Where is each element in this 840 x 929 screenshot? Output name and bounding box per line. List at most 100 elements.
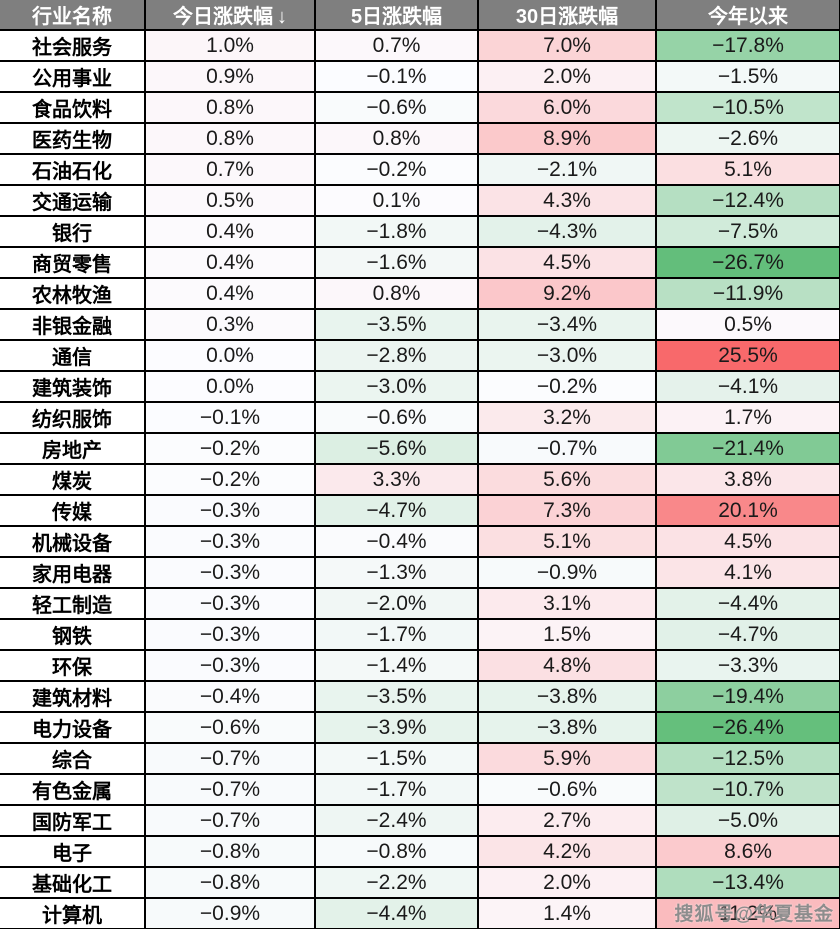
- industry-name-cell: 电子: [0, 835, 146, 868]
- d30-value-cell: 5.1%: [477, 525, 657, 558]
- d30-value-cell: 4.5%: [477, 246, 657, 279]
- d30-value-cell: 5.6%: [477, 463, 657, 496]
- column-header-label: 今日涨跌幅: [173, 6, 273, 28]
- industry-name-cell: 煤炭: [0, 463, 146, 496]
- ytd-value-cell: 4.1%: [655, 556, 840, 589]
- table-row: 医药生物 0.8% 0.8% 8.9% −2.6%: [0, 122, 840, 155]
- industry-name-cell: 轻工制造: [0, 587, 146, 620]
- table-row: 机械设备 −0.3% −0.4% 5.1% 4.5%: [0, 525, 840, 558]
- table-body: 社会服务 1.0% 0.7% 7.0% −17.8% 公用事业 0.9% −0.1% 2.0% −…: [0, 29, 840, 929]
- d5-value-cell: −0.6%: [314, 401, 479, 434]
- column-header-0[interactable]: 行业名称: [0, 0, 146, 31]
- column-header-label: 30日涨跌幅: [515, 6, 619, 28]
- d30-value-cell: −3.4%: [477, 308, 657, 341]
- industry-name-cell: 房地产: [0, 432, 146, 465]
- today-value-cell: 0.4%: [144, 215, 316, 248]
- d5-value-cell: −1.5%: [314, 742, 479, 775]
- d30-value-cell: 4.3%: [477, 184, 657, 217]
- ytd-value-cell: −7.5%: [655, 215, 840, 248]
- d30-value-cell: 1.5%: [477, 618, 657, 651]
- d30-value-cell: −3.8%: [477, 680, 657, 713]
- today-value-cell: −0.6%: [144, 711, 316, 744]
- today-value-cell: −0.1%: [144, 401, 316, 434]
- ytd-value-cell: −21.4%: [655, 432, 840, 465]
- d30-value-cell: −0.6%: [477, 773, 657, 806]
- industry-name-cell: 基础化工: [0, 866, 146, 899]
- d5-value-cell: −3.0%: [314, 370, 479, 403]
- d30-value-cell: 3.2%: [477, 401, 657, 434]
- d5-value-cell: −2.8%: [314, 339, 479, 372]
- table-row: 公用事业 0.9% −0.1% 2.0% −1.5%: [0, 60, 840, 93]
- table-row: 银行 0.4% −1.8% −4.3% −7.5%: [0, 215, 840, 248]
- ytd-value-cell: −17.8%: [655, 29, 840, 62]
- industry-name-cell: 计算机: [0, 897, 146, 929]
- ytd-value-cell: −13.4%: [655, 866, 840, 899]
- d5-value-cell: 0.7%: [314, 29, 479, 62]
- ytd-value-cell: 3.8%: [655, 463, 840, 496]
- d5-value-cell: −1.7%: [314, 773, 479, 806]
- ytd-value-cell: 8.6%: [655, 835, 840, 868]
- d30-value-cell: 9.2%: [477, 277, 657, 310]
- d30-value-cell: 7.3%: [477, 494, 657, 527]
- d30-value-cell: 8.9%: [477, 122, 657, 155]
- table-row: 非银金融 0.3% −3.5% −3.4% 0.5%: [0, 308, 840, 341]
- table-row: 房地产 −0.2% −5.6% −0.7% −21.4%: [0, 432, 840, 465]
- industry-name-cell: 传媒: [0, 494, 146, 527]
- table-row: 通信 0.0% −2.8% −3.0% 25.5%: [0, 339, 840, 372]
- ytd-value-cell: 5.1%: [655, 153, 840, 186]
- industry-name-cell: 钢铁: [0, 618, 146, 651]
- today-value-cell: 0.8%: [144, 122, 316, 155]
- today-value-cell: −0.7%: [144, 804, 316, 837]
- column-header-1[interactable]: 今日涨跌幅 ↓: [144, 0, 316, 31]
- table-row: 家用电器 −0.3% −1.3% −0.9% 4.1%: [0, 556, 840, 589]
- today-value-cell: 0.7%: [144, 153, 316, 186]
- table-row: 钢铁 −0.3% −1.7% 1.5% −4.7%: [0, 618, 840, 651]
- ytd-value-cell: −4.1%: [655, 370, 840, 403]
- table-row: 国防军工 −0.7% −2.4% 2.7% −5.0%: [0, 804, 840, 837]
- d30-value-cell: 2.0%: [477, 866, 657, 899]
- today-value-cell: 0.5%: [144, 184, 316, 217]
- d5-value-cell: −1.6%: [314, 246, 479, 279]
- ytd-value-cell: 25.5%: [655, 339, 840, 372]
- d30-value-cell: 4.2%: [477, 835, 657, 868]
- d5-value-cell: −0.2%: [314, 153, 479, 186]
- today-value-cell: −0.3%: [144, 587, 316, 620]
- d5-value-cell: 0.8%: [314, 122, 479, 155]
- d30-value-cell: 6.0%: [477, 91, 657, 124]
- ytd-value-cell: −5.0%: [655, 804, 840, 837]
- industry-name-cell: 商贸零售: [0, 246, 146, 279]
- d5-value-cell: −2.0%: [314, 587, 479, 620]
- industry-name-cell: 社会服务: [0, 29, 146, 62]
- industry-name-cell: 建筑材料: [0, 680, 146, 713]
- industry-name-cell: 家用电器: [0, 556, 146, 589]
- d30-value-cell: 2.0%: [477, 60, 657, 93]
- d30-value-cell: −0.9%: [477, 556, 657, 589]
- column-header-3[interactable]: 30日涨跌幅: [477, 0, 657, 31]
- ytd-value-cell: −11.9%: [655, 277, 840, 310]
- table-row: 环保 −0.3% −1.4% 4.8% −3.3%: [0, 649, 840, 682]
- d5-value-cell: −4.4%: [314, 897, 479, 929]
- industry-name-cell: 石油石化: [0, 153, 146, 186]
- today-value-cell: −0.2%: [144, 463, 316, 496]
- today-value-cell: 0.9%: [144, 60, 316, 93]
- d30-value-cell: −0.2%: [477, 370, 657, 403]
- ytd-value-cell: −12.5%: [655, 742, 840, 775]
- table-row: 电力设备 −0.6% −3.9% −3.8% −26.4%: [0, 711, 840, 744]
- table-row: 建筑装饰 0.0% −3.0% −0.2% −4.1%: [0, 370, 840, 403]
- industry-name-cell: 公用事业: [0, 60, 146, 93]
- column-header-4[interactable]: 今年以来: [655, 0, 840, 31]
- table-row: 基础化工 −0.8% −2.2% 2.0% −13.4%: [0, 866, 840, 899]
- ytd-value-cell: −12.4%: [655, 184, 840, 217]
- table-row: 综合 −0.7% −1.5% 5.9% −12.5%: [0, 742, 840, 775]
- today-value-cell: 0.0%: [144, 370, 316, 403]
- d30-value-cell: −2.1%: [477, 153, 657, 186]
- today-value-cell: −0.9%: [144, 897, 316, 929]
- column-header-2[interactable]: 5日涨跌幅: [314, 0, 479, 31]
- d30-value-cell: 2.7%: [477, 804, 657, 837]
- d30-value-cell: 7.0%: [477, 29, 657, 62]
- d5-value-cell: −1.8%: [314, 215, 479, 248]
- column-header-label: 行业名称: [32, 6, 112, 28]
- ytd-value-cell: 0.5%: [655, 308, 840, 341]
- ytd-value-cell: 20.1%: [655, 494, 840, 527]
- industry-name-cell: 医药生物: [0, 122, 146, 155]
